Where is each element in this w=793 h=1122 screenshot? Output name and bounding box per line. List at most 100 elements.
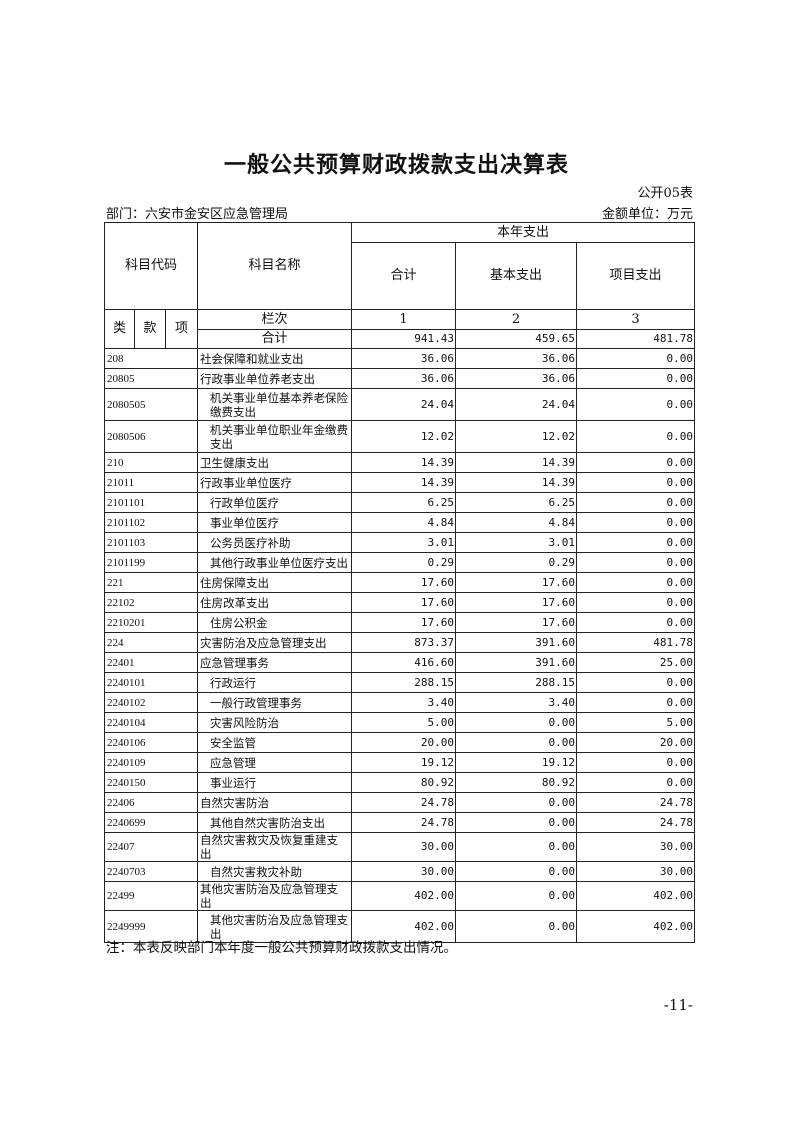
table-row: 21011 行政事业单位医疗 14.39 14.39 0.00	[103, 472, 696, 493]
header-total: 合计	[351, 242, 457, 310]
row-code: 22406	[103, 792, 199, 813]
table-row: 22102 住房改革支出 17.60 17.60 0.00	[103, 592, 696, 613]
row-project: 0.00	[576, 492, 696, 513]
column-index-3: 3	[576, 309, 696, 330]
row-basic: 0.00	[455, 812, 578, 833]
table-row: 20805 行政事业单位养老支出 36.06 36.06 0.00	[103, 368, 696, 389]
row-name: 灾害防治及应急管理支出	[197, 632, 353, 653]
row-basic: 0.00	[455, 712, 578, 733]
column-index-label: 栏次	[197, 309, 353, 330]
row-code: 22407	[103, 832, 199, 862]
row-basic: 288.15	[455, 672, 578, 693]
row-name: 灾害风险防治	[197, 712, 353, 733]
row-code: 2080505	[103, 388, 199, 421]
row-name: 卫生健康支出	[197, 452, 353, 473]
table-row: 22401 应急管理事务 416.60 391.60 25.00	[103, 652, 696, 673]
row-project: 402.00	[576, 910, 696, 943]
row-basic: 3.40	[455, 692, 578, 713]
row-total: 12.02	[351, 420, 457, 453]
row-project: 30.00	[576, 832, 696, 862]
row-code: 2210201	[103, 612, 199, 633]
header-name: 科目名称	[197, 222, 353, 310]
row-total: 402.00	[351, 910, 457, 943]
table-row: 210 卫生健康支出 14.39 14.39 0.00	[103, 452, 696, 473]
row-project: 25.00	[576, 652, 696, 673]
row-project: 0.00	[576, 672, 696, 693]
row-name: 事业单位医疗	[197, 512, 353, 533]
row-project: 0.00	[576, 472, 696, 493]
row-basic: 17.60	[455, 612, 578, 633]
row-total: 24.04	[351, 388, 457, 421]
row-basic: 19.12	[455, 752, 578, 773]
row-total: 30.00	[351, 832, 457, 862]
row-total: 20.00	[351, 732, 457, 753]
row-total: 36.06	[351, 348, 457, 369]
row-project: 0.00	[576, 772, 696, 793]
row-total: 14.39	[351, 452, 457, 473]
row-name: 其他自然灾害防治支出	[197, 812, 353, 833]
row-name: 事业运行	[197, 772, 353, 793]
row-total: 36.06	[351, 368, 457, 389]
row-total: 3.40	[351, 692, 457, 713]
row-basic: 0.29	[455, 552, 578, 573]
row-basic: 391.60	[455, 652, 578, 673]
row-basic: 17.60	[455, 592, 578, 613]
row-project: 0.00	[576, 552, 696, 573]
table-row: 2240150 事业运行 80.92 80.92 0.00	[103, 772, 696, 793]
row-project: 0.00	[576, 572, 696, 593]
row-code: 2080506	[103, 420, 199, 453]
row-project: 402.00	[576, 881, 696, 911]
row-basic: 14.39	[455, 452, 578, 473]
row-name: 住房公积金	[197, 612, 353, 633]
table-row: 2101103 公务员医疗补助 3.01 3.01 0.00	[103, 532, 696, 553]
form-number: 公开05表	[637, 186, 693, 201]
row-code: 2240104	[103, 712, 199, 733]
row-basic: 0.00	[455, 732, 578, 753]
row-project: 0.00	[576, 692, 696, 713]
row-total: 80.92	[351, 772, 457, 793]
row-basic: 3.01	[455, 532, 578, 553]
row-code: 22499	[103, 881, 199, 911]
sum-label: 合计	[197, 329, 353, 349]
document-title: 一般公共预算财政拨款支出决算表	[223, 152, 569, 178]
row-total: 402.00	[351, 881, 457, 911]
header-this-year: 本年支出	[351, 222, 696, 243]
sum-project: 481.78	[576, 329, 696, 349]
sum-total: 941.43	[351, 329, 457, 349]
row-code: 210	[103, 452, 199, 473]
row-project: 0.00	[576, 420, 696, 453]
row-project: 30.00	[576, 861, 696, 882]
row-code: 2240699	[103, 812, 199, 833]
unit-label: 金额单位：万元	[601, 207, 693, 222]
table-row: 2101102 事业单位医疗 4.84 4.84 0.00	[103, 512, 696, 533]
table-row: 2210201 住房公积金 17.60 17.60 0.00	[103, 612, 696, 633]
header-xiang: 项	[164, 309, 199, 349]
row-name: 住房保障支出	[197, 572, 353, 593]
table-row: 224 灾害防治及应急管理支出 873.37 391.60 481.78	[103, 632, 696, 653]
table-row: 221 住房保障支出 17.60 17.60 0.00	[103, 572, 696, 593]
row-total: 17.60	[351, 572, 457, 593]
row-project: 0.00	[576, 348, 696, 369]
row-total: 24.78	[351, 792, 457, 813]
row-name: 行政事业单位医疗	[197, 472, 353, 493]
row-total: 17.60	[351, 592, 457, 613]
row-basic: 17.60	[455, 572, 578, 593]
row-basic: 391.60	[455, 632, 578, 653]
sum-basic: 459.65	[455, 329, 578, 349]
row-name: 其他灾害防治及应急管理支出	[197, 910, 353, 943]
row-project: 20.00	[576, 732, 696, 753]
row-name: 应急管理事务	[197, 652, 353, 673]
row-name: 社会保障和就业支出	[197, 348, 353, 369]
row-name: 行政运行	[197, 672, 353, 693]
row-total: 3.01	[351, 532, 457, 553]
row-code: 208	[103, 348, 199, 369]
table-row: 2101199 其他行政事业单位医疗支出 0.29 0.29 0.00	[103, 552, 696, 573]
row-name: 公务员医疗补助	[197, 532, 353, 553]
row-total: 6.25	[351, 492, 457, 513]
row-code: 22401	[103, 652, 199, 673]
expenditure-table: 科目代码 科目名称 本年支出 合计 基本支出 项目支出 类 款 项 栏次 1 2…	[103, 222, 696, 943]
table-row: 2240699 其他自然灾害防治支出 24.78 0.00 24.78	[103, 812, 696, 833]
header-kuan: 款	[134, 309, 166, 349]
row-total: 288.15	[351, 672, 457, 693]
row-code: 2249999	[103, 910, 199, 943]
